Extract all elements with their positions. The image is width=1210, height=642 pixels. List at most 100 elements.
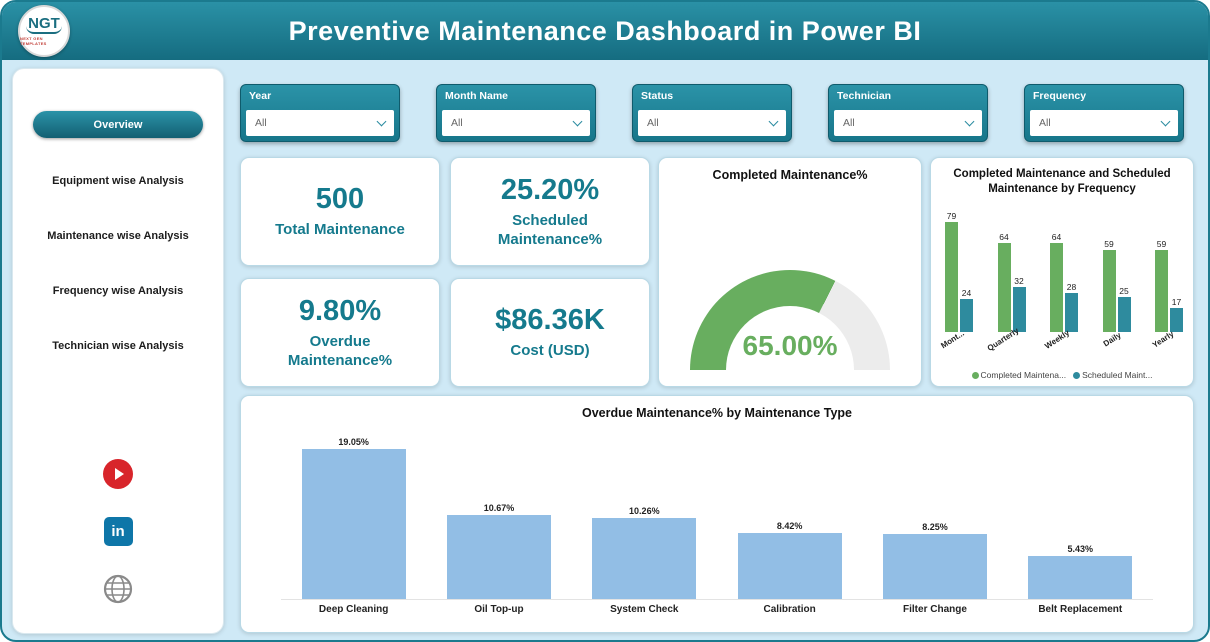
kpi-overdue-maintenance: 9.80% Overdue Maintenance% bbox=[240, 278, 440, 387]
bar-group: 5.43% Belt Replacement bbox=[1010, 544, 1150, 615]
youtube-icon[interactable] bbox=[103, 459, 133, 489]
kpi-grid: 500 Total Maintenance 25.20% Scheduled M… bbox=[240, 157, 650, 387]
bar-wrap: 59 bbox=[1155, 239, 1168, 332]
bar[interactable] bbox=[1155, 250, 1168, 332]
slicer-frequency: Frequency All bbox=[1024, 84, 1184, 142]
bar-group: 59 17 Yearly bbox=[1151, 239, 1183, 350]
slicer-year: Year All bbox=[240, 84, 400, 142]
bar-data-label: 10.26% bbox=[629, 506, 660, 516]
sidebar-item-overview[interactable]: Overview bbox=[33, 111, 203, 138]
bar-wrap: 64 bbox=[997, 232, 1011, 332]
bar-data-label: 24 bbox=[961, 288, 972, 298]
bar[interactable] bbox=[301, 449, 406, 599]
bar-data-label: 8.42% bbox=[776, 521, 803, 531]
bar-data-label: 5.43% bbox=[1067, 544, 1094, 554]
legend-label: Scheduled Maint... bbox=[1082, 370, 1153, 380]
bar[interactable] bbox=[882, 534, 987, 599]
sidebar-item-maintenance-analysis[interactable]: Maintenance wise Analysis bbox=[47, 230, 189, 242]
bar-data-label: 28 bbox=[1066, 282, 1077, 292]
x-axis-label: Calibration bbox=[763, 604, 816, 615]
bar-group: 59 25 Daily bbox=[1101, 239, 1131, 348]
frequency-chart-card: Completed Maintenance and Scheduled Main… bbox=[930, 157, 1194, 387]
slicer-technician-dropdown[interactable]: All bbox=[834, 110, 982, 136]
bar-data-label: 79 bbox=[946, 211, 957, 221]
bar-wrap: 25 bbox=[1117, 286, 1131, 332]
bar-group: 8.42% Calibration bbox=[720, 521, 860, 615]
linkedin-icon[interactable]: in bbox=[103, 517, 133, 546]
slicer-frequency-dropdown[interactable]: All bbox=[1030, 110, 1178, 136]
bar[interactable] bbox=[737, 533, 842, 599]
legend-dot-icon bbox=[1073, 371, 1081, 379]
bar-wrap: 32 bbox=[1012, 276, 1026, 332]
bar[interactable] bbox=[960, 299, 973, 332]
logo-text: NGT bbox=[26, 15, 62, 34]
page-title: Preventive Maintenance Dashboard in Powe… bbox=[288, 15, 922, 46]
slicer-status-dropdown[interactable]: All bbox=[638, 110, 786, 136]
bar[interactable] bbox=[1170, 308, 1183, 332]
bar-group: 8.25% Filter Change bbox=[865, 522, 1005, 615]
x-axis-label: System Check bbox=[610, 604, 679, 615]
bar[interactable] bbox=[1102, 250, 1116, 332]
kpi-value: 500 bbox=[315, 183, 365, 216]
bar-wrap: 17 bbox=[1170, 297, 1183, 332]
bar-group: 19.05% Deep Cleaning bbox=[284, 437, 424, 615]
bar-data-label: 59 bbox=[1104, 239, 1114, 249]
bar-data-label: 64 bbox=[999, 232, 1009, 242]
overdue-chart-plot: 19.05% Deep Cleaning 10.67% Oil Top-up 10.26… bbox=[281, 437, 1153, 615]
bar-group: 79 24 Mont... bbox=[939, 211, 973, 350]
bar-data-label: 19.05% bbox=[338, 437, 369, 447]
gauge-card: Completed Maintenance% 65.00% bbox=[658, 157, 922, 387]
bar[interactable] bbox=[1028, 556, 1133, 599]
chevron-down-icon bbox=[1160, 116, 1171, 126]
slicer-status-value: All bbox=[647, 117, 659, 129]
bar-data-label: 64 bbox=[1051, 232, 1062, 242]
slicer-month-dropdown[interactable]: All bbox=[442, 110, 590, 136]
bar[interactable] bbox=[1117, 297, 1131, 332]
sidebar-item-equipment-analysis[interactable]: Equipment wise Analysis bbox=[52, 175, 184, 187]
slicer-year-dropdown[interactable]: All bbox=[246, 110, 394, 136]
bar-wrap: 59 bbox=[1102, 239, 1116, 332]
overdue-chart-card: Overdue Maintenance% by Maintenance Type… bbox=[240, 395, 1194, 633]
bar-data-label: 8.25% bbox=[922, 522, 948, 532]
slicer-technician-label: Technician bbox=[837, 90, 892, 102]
globe-icon[interactable] bbox=[103, 574, 133, 604]
bar[interactable] bbox=[1065, 293, 1078, 332]
chevron-down-icon bbox=[376, 116, 387, 126]
gauge-chart: 65.00% bbox=[690, 270, 890, 370]
gauge-title: Completed Maintenance% bbox=[712, 168, 868, 182]
bar[interactable] bbox=[945, 222, 958, 332]
logo-subtext: NEXT GEN TEMPLATES bbox=[20, 36, 47, 46]
kpi-scheduled-maintenance: 25.20% Scheduled Maintenance% bbox=[450, 157, 650, 266]
sidebar-item-technician-analysis[interactable]: Technician wise Analysis bbox=[52, 340, 184, 352]
kpi-total-maintenance: 500 Total Maintenance bbox=[240, 157, 440, 266]
bar-group: 64 28 Weekly bbox=[1043, 232, 1078, 351]
bar[interactable] bbox=[446, 515, 551, 599]
kpi-label: Cost (USD) bbox=[510, 342, 590, 360]
bar[interactable] bbox=[1012, 287, 1026, 332]
x-axis-label: Deep Cleaning bbox=[318, 604, 389, 615]
bar[interactable] bbox=[1050, 243, 1063, 332]
x-axis-label: Daily bbox=[1101, 330, 1123, 349]
gauge-clip bbox=[690, 270, 890, 370]
slicer-frequency-value: All bbox=[1039, 117, 1051, 129]
slicer-status: Status All bbox=[632, 84, 792, 142]
bar-wrap: 24 bbox=[960, 288, 973, 332]
bar-data-label: 10.67% bbox=[483, 503, 515, 513]
slicer-month-name: Month Name All bbox=[436, 84, 596, 142]
bar[interactable] bbox=[592, 518, 697, 599]
legend-item: Completed Maintena... bbox=[971, 370, 1067, 380]
bar-wrap: 28 bbox=[1065, 282, 1078, 332]
bar[interactable] bbox=[997, 243, 1011, 332]
sidebar-item-frequency-analysis[interactable]: Frequency wise Analysis bbox=[52, 285, 184, 297]
kpi-value: $86.36K bbox=[495, 304, 605, 337]
x-axis-label: Belt Replacement bbox=[1038, 604, 1123, 615]
kpi-cost-usd: $86.36K Cost (USD) bbox=[450, 278, 650, 387]
ngt-logo: NGT NEXT GEN TEMPLATES bbox=[18, 5, 70, 57]
kpi-value: 25.20% bbox=[500, 173, 600, 206]
chevron-down-icon bbox=[572, 116, 583, 126]
legend-label: Completed Maintena... bbox=[980, 370, 1067, 380]
slicer-month-value: All bbox=[451, 117, 463, 129]
gauge-value: 65.00% bbox=[742, 330, 838, 361]
bar-wrap: 79 bbox=[945, 211, 958, 332]
